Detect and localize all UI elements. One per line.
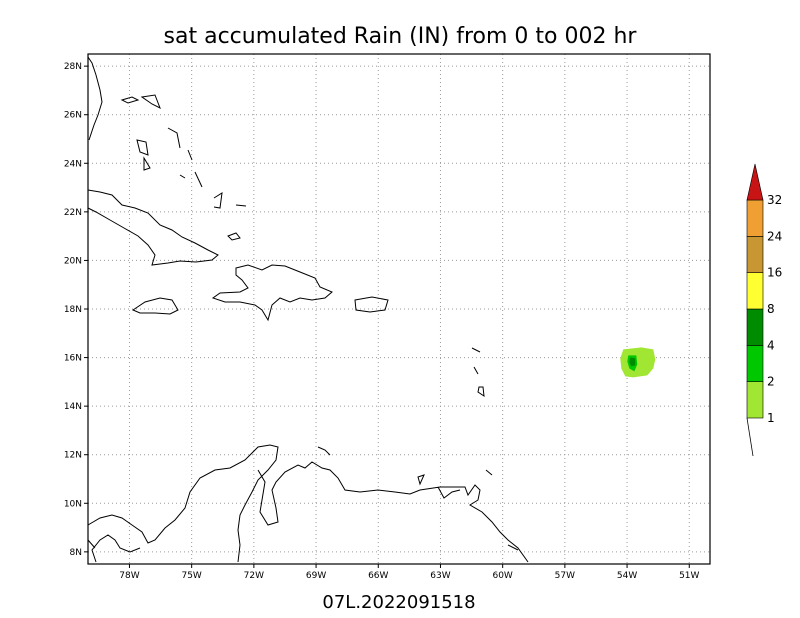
- lat-tick-label: 10N: [64, 499, 82, 509]
- coastlines: [87, 56, 529, 563]
- coastline-florida: [87, 56, 103, 141]
- lon-tick-label: 69W: [306, 571, 326, 581]
- lon-tick-label: 63W: [430, 571, 450, 581]
- rain-area: [620, 347, 656, 378]
- lat-tick-label: 14N: [64, 402, 82, 412]
- colorbar-label: 8: [767, 302, 775, 316]
- rain-area-4in: [629, 357, 636, 367]
- coastline-puerto-rico: [354, 296, 389, 313]
- lat-tick-label: 12N: [64, 451, 82, 461]
- lat-tick-label: 26N: [64, 111, 82, 121]
- colorbar-label: 2: [767, 375, 775, 389]
- lon-tick-label: 60W: [492, 571, 512, 581]
- colorbar-top-arrow: [746, 163, 764, 201]
- colorbar-box: [746, 345, 764, 382]
- coastline-south-america: [87, 444, 529, 563]
- lon-tick-label: 75W: [181, 571, 201, 581]
- coastline-bahamas: [120, 94, 247, 241]
- lon-tick-label: 78W: [119, 571, 139, 581]
- axis-ticks: 78W 75W 72W 69W 66W 63W 60W 57W 54W 51W 28N 26N 24N 2…: [64, 62, 700, 581]
- colorbar-label: 16: [767, 266, 782, 280]
- colorbar-box: [746, 236, 764, 273]
- colorbar-box: [746, 381, 764, 419]
- lon-tick-label: 66W: [368, 571, 388, 581]
- lon-tick-label: 51W: [679, 571, 699, 581]
- coastline-hispaniola: [211, 264, 333, 322]
- lat-tick-label: 22N: [64, 208, 82, 218]
- colorbar-label: 1: [767, 411, 775, 425]
- lon-tick-label: 54W: [617, 571, 637, 581]
- coastline-cuba: [87, 189, 219, 266]
- graticule: [88, 54, 710, 564]
- lat-tick-label: 24N: [64, 159, 82, 169]
- coastline-jamaica: [131, 297, 179, 315]
- coastline-lesser-antilles: [317, 347, 493, 486]
- lon-tick-label: 57W: [555, 571, 575, 581]
- colorbar-label: 32: [767, 193, 782, 207]
- colorbar-label: 24: [767, 229, 782, 243]
- map-title: sat accumulated Rain (IN) from 0 to 002 …: [164, 24, 638, 49]
- footer-label: 07L.2022091518: [322, 592, 475, 613]
- lat-tick-label: 18N: [64, 305, 82, 315]
- lat-tick-label: 16N: [64, 354, 82, 364]
- lon-tick-label: 72W: [244, 571, 264, 581]
- lat-tick-label: 8N: [70, 548, 82, 558]
- colorbar-box: [746, 272, 764, 310]
- colorbar-box: [746, 199, 764, 237]
- colorbar-label: 4: [767, 338, 775, 352]
- lat-tick-label: 20N: [64, 256, 82, 266]
- colorbar-box: [746, 308, 764, 346]
- colorbar-bottom-arrow: [746, 417, 754, 457]
- lat-tick-label: 28N: [64, 62, 82, 72]
- rain-area-1in: [620, 347, 656, 378]
